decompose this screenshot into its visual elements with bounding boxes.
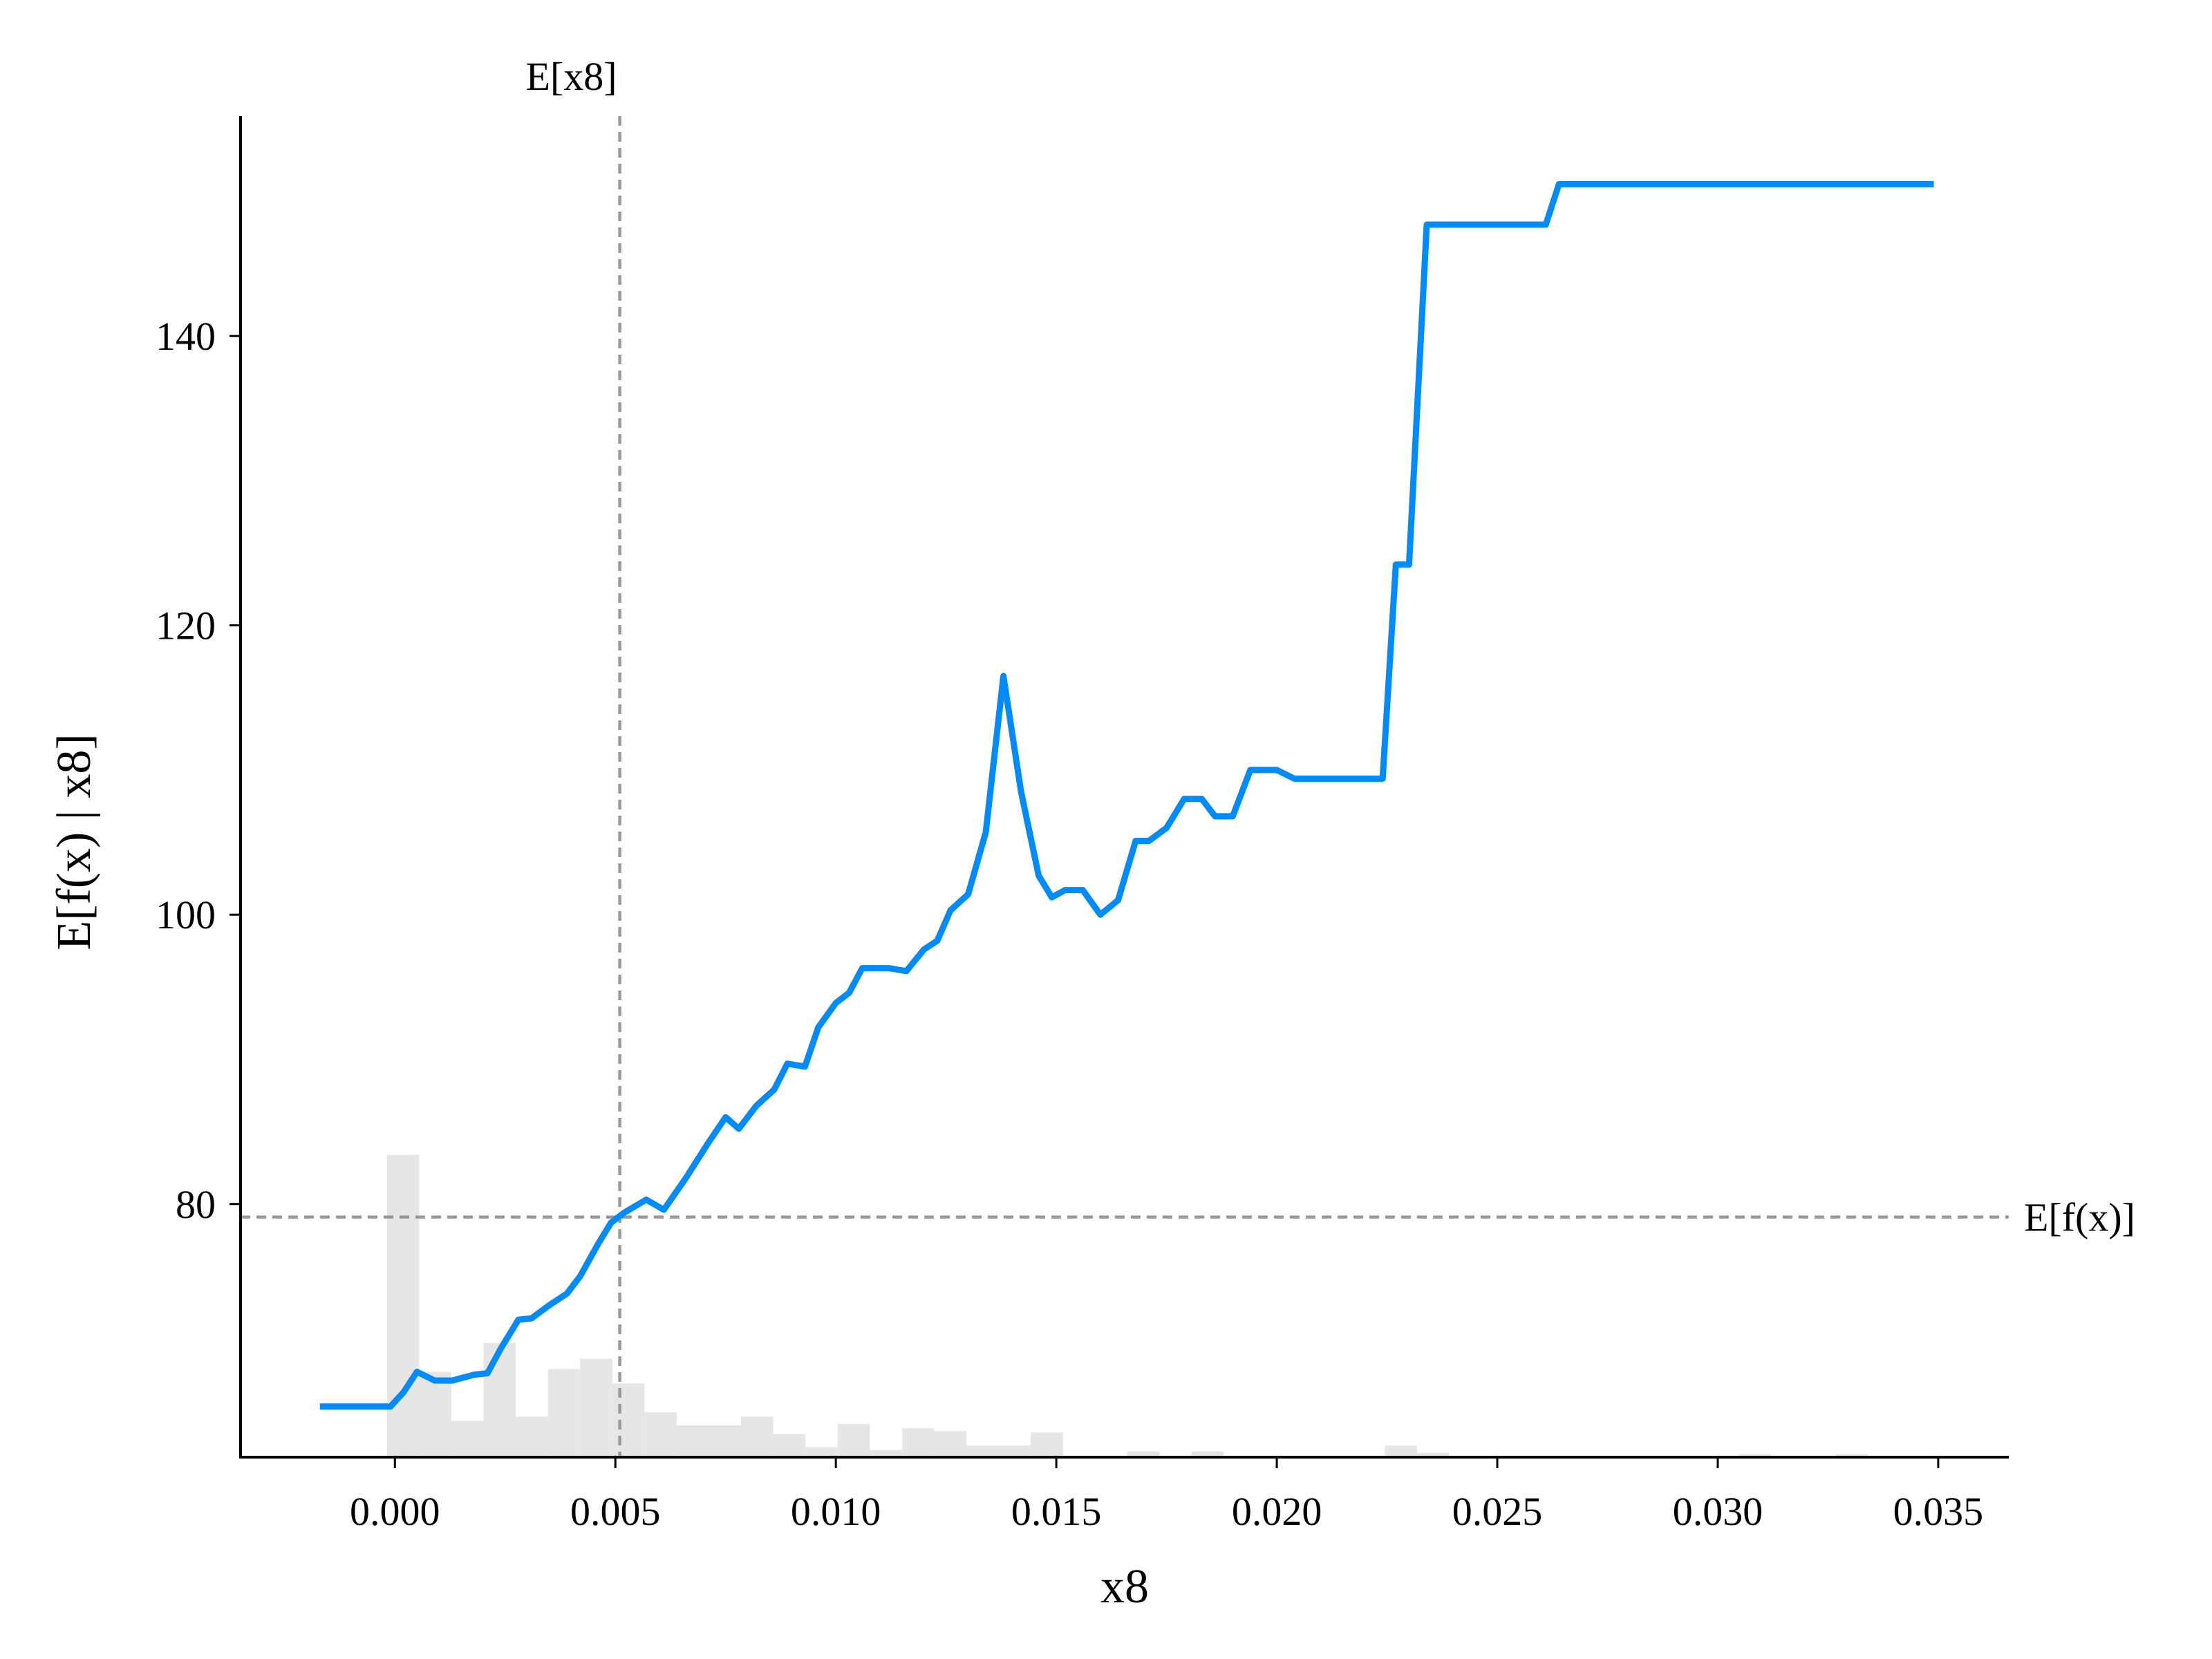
x-tick-label: 0.030 — [1673, 1489, 1763, 1534]
histogram-bar — [870, 1450, 902, 1457]
histogram-bar — [386, 1154, 420, 1457]
expected-fx-label: E[f(x)] — [2024, 1195, 2135, 1240]
x-axis-label: x8 — [1100, 1560, 1149, 1613]
histogram-bar — [998, 1445, 1031, 1457]
histogram-bar — [1385, 1445, 1417, 1457]
histogram-bar — [966, 1445, 999, 1457]
series-line — [319, 180, 1934, 1410]
x-tick-label: 0.010 — [791, 1489, 881, 1534]
reference-lines: E[x8] E[f(x)] — [241, 54, 2135, 1457]
histogram-bar — [805, 1447, 838, 1457]
expected-x8-label: E[x8] — [526, 54, 617, 99]
histogram-bar — [1835, 1454, 1868, 1457]
histogram-bar — [741, 1416, 774, 1457]
y-axis-label: E[f(x) | x8] — [48, 733, 101, 950]
histogram-bar — [1738, 1454, 1772, 1457]
histogram-bar — [451, 1421, 484, 1457]
histogram-bar — [1127, 1451, 1160, 1457]
x-tick-label: 0.015 — [1011, 1489, 1102, 1534]
histogram-bar — [419, 1371, 451, 1457]
histogram-bar — [516, 1416, 548, 1457]
histogram-bar — [709, 1425, 742, 1457]
y-ticks: 80 100 120 140 — [156, 314, 241, 1227]
axes: 0.000 0.005 0.010 0.015 0.020 0.025 0.030 0.035… — [48, 116, 2009, 1613]
histogram-bar — [773, 1434, 806, 1457]
histogram-bar — [1031, 1432, 1063, 1457]
histogram-bar — [644, 1412, 677, 1457]
histogram-bars — [386, 1154, 1868, 1457]
series-lines — [319, 180, 1934, 1410]
x-tick-label: 0.020 — [1232, 1489, 1322, 1534]
x-ticks: 0.000 0.005 0.010 0.015 0.020 0.025 0.030 0.035 — [350, 1457, 1983, 1534]
x-tick-label: 0.005 — [570, 1489, 661, 1534]
y-tick-label: 120 — [156, 603, 216, 648]
x-tick-label: 0.025 — [1452, 1489, 1543, 1534]
histogram-bar — [483, 1342, 516, 1457]
histogram-bar — [676, 1425, 709, 1457]
y-tick-label: 140 — [156, 314, 216, 359]
x-tick-label: 0.035 — [1893, 1489, 1984, 1534]
histogram-bar — [612, 1383, 645, 1457]
x-tick-label: 0.000 — [350, 1489, 440, 1534]
y-tick-label: 100 — [156, 892, 216, 937]
histogram-bar — [1191, 1451, 1224, 1457]
histogram-bar — [901, 1428, 935, 1457]
y-tick-label: 80 — [176, 1182, 216, 1227]
histogram-bar — [934, 1431, 966, 1457]
histogram-bar — [837, 1423, 870, 1457]
histogram-bar — [1416, 1452, 1450, 1457]
histogram-bar — [580, 1358, 612, 1457]
histogram-bar — [547, 1369, 581, 1457]
